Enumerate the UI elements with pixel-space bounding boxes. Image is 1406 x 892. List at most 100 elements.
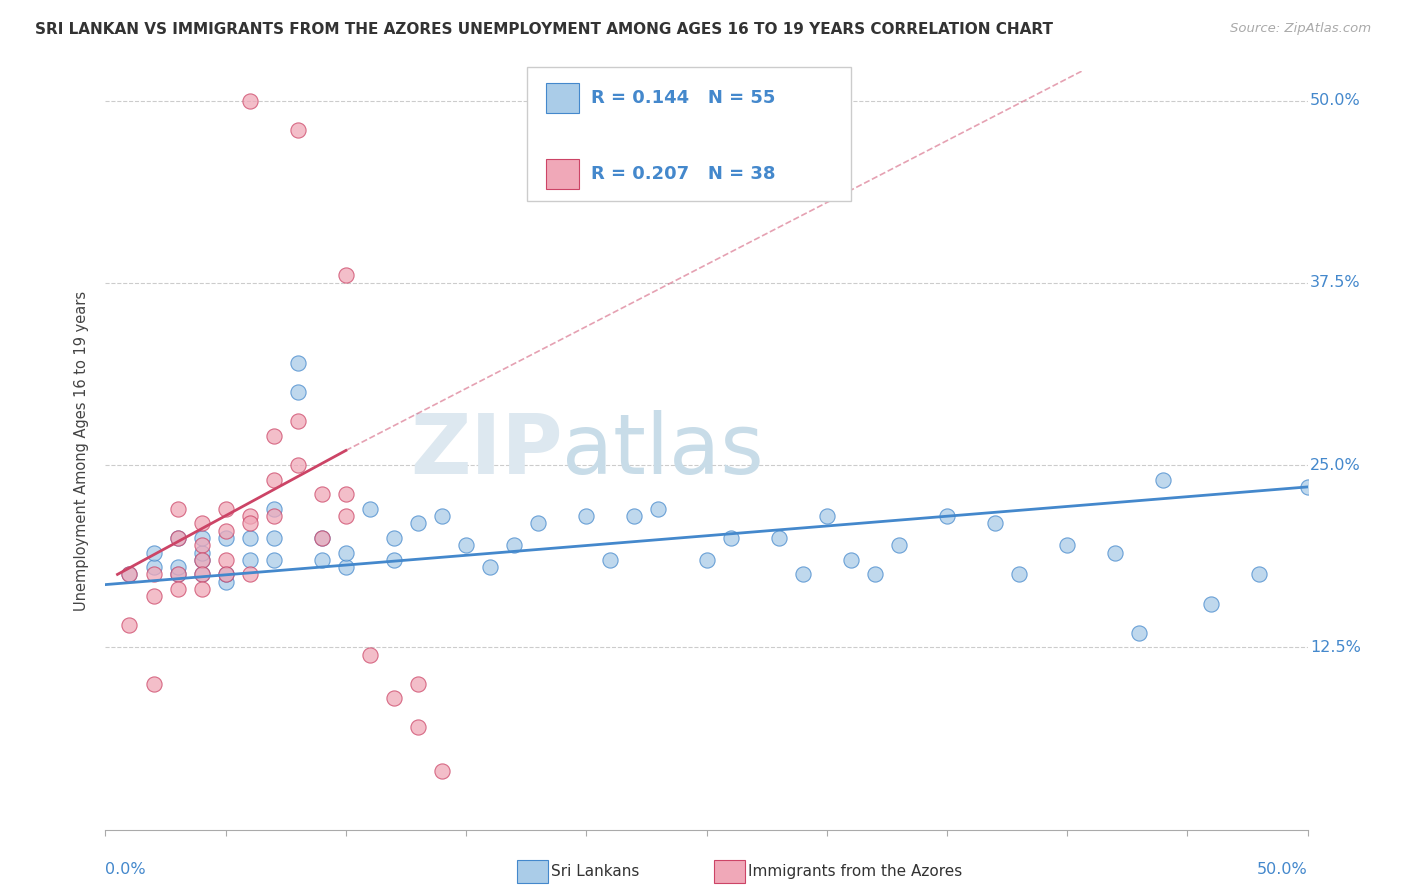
- Point: [430, 764, 453, 779]
- Text: ZIP: ZIP: [409, 410, 562, 491]
- Point: [311, 487, 333, 501]
- Point: [142, 589, 165, 603]
- Point: [1104, 545, 1126, 559]
- Point: [239, 509, 262, 524]
- Point: [166, 567, 188, 582]
- Point: [214, 524, 236, 538]
- Point: [696, 553, 718, 567]
- Point: [263, 509, 285, 524]
- Point: [190, 553, 212, 567]
- Text: Source: ZipAtlas.com: Source: ZipAtlas.com: [1230, 22, 1371, 36]
- Point: [263, 473, 285, 487]
- Text: 50.0%: 50.0%: [1310, 93, 1361, 108]
- Text: 12.5%: 12.5%: [1310, 640, 1361, 655]
- Point: [720, 531, 742, 545]
- Point: [863, 567, 886, 582]
- Point: [263, 531, 285, 545]
- Text: Immigrants from the Azores: Immigrants from the Azores: [748, 864, 962, 879]
- Point: [1201, 597, 1223, 611]
- Point: [239, 567, 262, 582]
- Point: [1056, 538, 1078, 552]
- Point: [287, 356, 309, 370]
- Point: [190, 516, 212, 531]
- Point: [214, 574, 236, 589]
- Point: [190, 538, 212, 552]
- Point: [142, 677, 165, 691]
- Point: [335, 545, 357, 559]
- Point: [456, 538, 478, 552]
- Point: [166, 531, 188, 545]
- Point: [1128, 625, 1150, 640]
- Point: [239, 531, 262, 545]
- Point: [527, 516, 550, 531]
- Point: [214, 567, 236, 582]
- Point: [406, 677, 429, 691]
- Point: [118, 567, 141, 582]
- Point: [287, 122, 309, 136]
- Point: [214, 553, 236, 567]
- Point: [190, 553, 212, 567]
- Point: [430, 509, 453, 524]
- Point: [311, 531, 333, 545]
- Point: [1008, 567, 1031, 582]
- Point: [190, 567, 212, 582]
- Text: 0.0%: 0.0%: [105, 862, 146, 877]
- Text: SRI LANKAN VS IMMIGRANTS FROM THE AZORES UNEMPLOYMENT AMONG AGES 16 TO 19 YEARS : SRI LANKAN VS IMMIGRANTS FROM THE AZORES…: [35, 22, 1053, 37]
- Point: [335, 268, 357, 283]
- Point: [359, 501, 381, 516]
- Point: [887, 538, 910, 552]
- Point: [382, 691, 405, 706]
- Text: Sri Lankans: Sri Lankans: [551, 864, 640, 879]
- Point: [263, 553, 285, 567]
- Point: [335, 560, 357, 574]
- Point: [287, 385, 309, 400]
- Point: [166, 560, 188, 574]
- Point: [214, 501, 236, 516]
- Point: [166, 567, 188, 582]
- Point: [263, 429, 285, 443]
- Point: [792, 567, 814, 582]
- Text: R = 0.144   N = 55: R = 0.144 N = 55: [591, 89, 775, 107]
- Point: [647, 501, 669, 516]
- Point: [118, 567, 141, 582]
- Y-axis label: Unemployment Among Ages 16 to 19 years: Unemployment Among Ages 16 to 19 years: [75, 291, 90, 610]
- Point: [239, 553, 262, 567]
- Point: [142, 545, 165, 559]
- Point: [382, 531, 405, 545]
- Point: [190, 567, 212, 582]
- Point: [214, 567, 236, 582]
- Point: [311, 553, 333, 567]
- Text: 50.0%: 50.0%: [1257, 862, 1308, 877]
- Point: [239, 94, 262, 108]
- Point: [1296, 480, 1319, 494]
- Point: [406, 516, 429, 531]
- Point: [311, 531, 333, 545]
- Point: [1152, 473, 1174, 487]
- Point: [382, 553, 405, 567]
- Point: [190, 531, 212, 545]
- Point: [479, 560, 502, 574]
- Text: 37.5%: 37.5%: [1310, 276, 1361, 290]
- Point: [239, 516, 262, 531]
- Point: [575, 509, 598, 524]
- Point: [118, 618, 141, 632]
- Point: [768, 531, 790, 545]
- Point: [287, 414, 309, 428]
- Point: [335, 487, 357, 501]
- Point: [839, 553, 862, 567]
- Text: R = 0.207   N = 38: R = 0.207 N = 38: [591, 165, 775, 183]
- Point: [190, 545, 212, 559]
- Point: [190, 582, 212, 596]
- Point: [166, 501, 188, 516]
- Point: [263, 501, 285, 516]
- Point: [599, 553, 621, 567]
- Point: [335, 509, 357, 524]
- Point: [984, 516, 1007, 531]
- Point: [287, 458, 309, 472]
- Point: [166, 582, 188, 596]
- Point: [142, 560, 165, 574]
- Point: [214, 531, 236, 545]
- Point: [142, 567, 165, 582]
- Point: [359, 648, 381, 662]
- Point: [166, 531, 188, 545]
